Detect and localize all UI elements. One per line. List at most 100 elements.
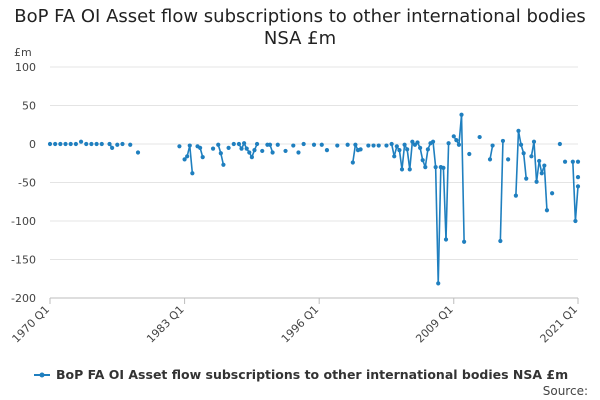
data-point: [366, 143, 371, 148]
x-tick-label: 2021 Q1: [538, 303, 581, 346]
x-tick-label: 2009 Q1: [413, 303, 456, 346]
data-point: [73, 141, 78, 147]
data-point: [518, 142, 524, 147]
data-point: [451, 134, 456, 139]
data-point: [78, 139, 84, 144]
series-segment: [437, 167, 442, 284]
data-point: [218, 151, 223, 156]
data-point: [441, 165, 446, 170]
data-point: [107, 141, 112, 147]
y-tick-label: -200: [11, 292, 36, 305]
data-point: [68, 141, 73, 147]
data-point: [376, 143, 381, 148]
data-point: [430, 139, 436, 144]
data-point: [94, 141, 99, 147]
data-point: [539, 171, 544, 176]
data-point: [562, 159, 568, 164]
series-segment: [432, 141, 437, 168]
data-point: [392, 154, 397, 159]
data-point: [459, 112, 464, 117]
data-point: [58, 141, 63, 147]
data-point: [433, 165, 438, 170]
x-tick-label: 1970 Q1: [10, 303, 53, 346]
legend-swatch-marker: [39, 372, 45, 378]
data-point: [216, 142, 221, 147]
data-point: [537, 158, 542, 164]
data-point: [198, 145, 203, 150]
data-point: [575, 175, 581, 180]
data-point: [226, 145, 231, 150]
data-point: [345, 142, 350, 147]
data-point: [120, 141, 125, 147]
series-segment: [445, 143, 450, 240]
series-segment: [460, 114, 465, 242]
data-point: [182, 157, 187, 162]
y-tick-label: -100: [11, 215, 36, 228]
series-segment: [434, 167, 440, 284]
data-point: [446, 141, 451, 146]
data-point: [47, 141, 53, 147]
data-point: [420, 158, 425, 163]
data-point: [462, 239, 467, 244]
data-point: [415, 140, 420, 145]
data-point: [371, 143, 376, 148]
data-point: [335, 143, 340, 148]
data-point: [244, 146, 249, 151]
data-point: [454, 138, 459, 143]
x-tick-label: 1996 Q1: [279, 303, 322, 346]
data-point: [187, 143, 192, 148]
data-point: [477, 134, 482, 140]
y-tick-label: 50: [22, 100, 36, 113]
data-point: [534, 179, 539, 184]
data-point: [389, 141, 394, 147]
data-point: [550, 191, 555, 196]
data-point: [506, 157, 511, 162]
data-point: [247, 150, 252, 155]
data-point: [407, 167, 412, 172]
data-point: [319, 142, 324, 147]
series-segment: [401, 144, 406, 170]
data-point: [254, 141, 260, 147]
x-tick-label: 1983 Q1: [144, 303, 187, 346]
data-point: [210, 146, 216, 151]
series-segment: [499, 140, 504, 242]
data-point: [275, 142, 280, 147]
data-point: [521, 151, 526, 156]
data-point: [239, 146, 244, 151]
data-point: [260, 148, 265, 154]
data-point: [242, 141, 247, 146]
chart-title: BoP FA OI Asset flow subscriptions to ot…: [14, 6, 586, 49]
data-point: [353, 142, 358, 147]
data-point: [249, 154, 254, 160]
data-point: [516, 128, 521, 134]
data-point: [301, 141, 306, 147]
data-point: [500, 138, 506, 144]
data-point: [296, 150, 301, 155]
data-point: [513, 193, 518, 198]
data-point: [405, 147, 410, 152]
data-point: [544, 208, 550, 213]
data-point: [402, 142, 407, 147]
series-segment: [522, 153, 528, 179]
data-point: [394, 144, 399, 149]
data-point: [128, 142, 133, 147]
series-segment: [543, 165, 548, 211]
data-point: [200, 154, 205, 160]
data-point: [324, 148, 330, 153]
data-point: [529, 154, 534, 159]
data-point: [270, 150, 275, 155]
series-segment: [517, 130, 522, 145]
data-point: [570, 159, 575, 164]
data-point: [418, 145, 423, 150]
data-point: [498, 238, 503, 244]
data-point: [436, 281, 441, 286]
data-point: [190, 171, 195, 176]
data-point: [110, 145, 115, 150]
data-point: [531, 139, 537, 144]
legend-label: BoP FA OI Asset flow subscriptions to ot…: [56, 367, 568, 382]
data-point: [397, 148, 402, 153]
data-point: [399, 167, 405, 172]
data-point: [456, 142, 462, 147]
data-point: [291, 143, 296, 148]
